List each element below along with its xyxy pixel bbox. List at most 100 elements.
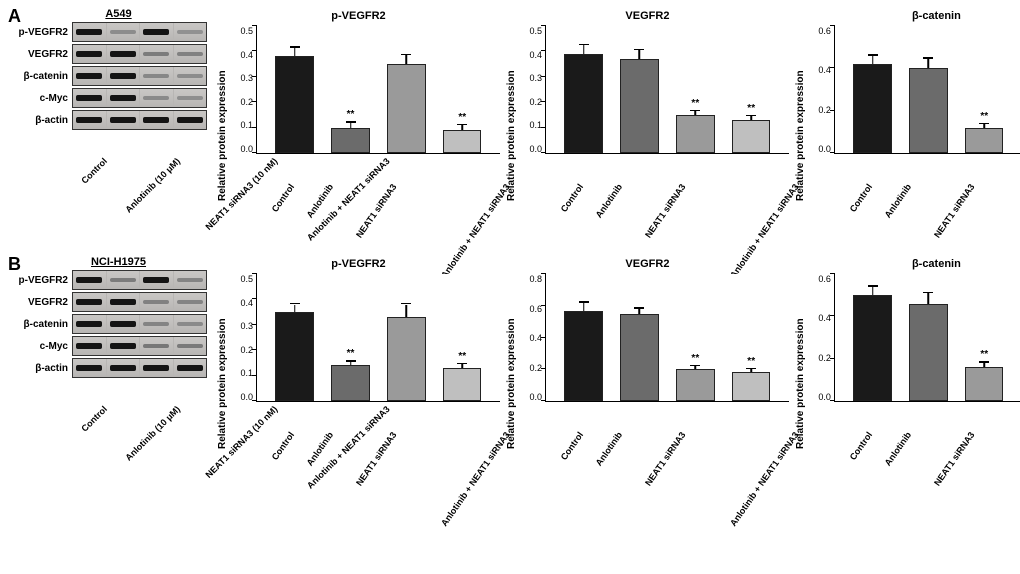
bar-wrap: **	[671, 274, 720, 401]
chart-plotcol: 0.50.40.30.20.10.0****ControlAnlotinibNE…	[520, 26, 789, 246]
ytick-label: 0.6	[809, 274, 831, 284]
blot-band	[177, 30, 203, 34]
blot-band	[76, 95, 102, 101]
bar-chart: p-VEGFR2Relative protein expression0.50.…	[217, 10, 500, 246]
error-cap	[634, 49, 644, 51]
error-cap	[457, 124, 467, 126]
chart-plotcol: 0.50.40.30.20.10.0****ControlAnlotinibNE…	[231, 26, 500, 246]
chart-plot: ** **	[256, 26, 500, 154]
bar-wrap: **	[671, 26, 720, 153]
chart-bars: ** **	[257, 26, 500, 153]
error-bar	[872, 56, 874, 64]
bar-wrap	[559, 274, 608, 401]
bar	[387, 317, 425, 401]
blot-band	[76, 117, 102, 123]
ytick-label: 0.2	[520, 363, 542, 373]
blot-band	[143, 96, 169, 100]
blot-lane	[140, 337, 173, 355]
blot-row-label: c-Myc	[12, 341, 72, 352]
blot-band	[177, 96, 203, 100]
blot-lane	[174, 271, 207, 289]
bar	[965, 128, 1003, 153]
error-bar	[872, 287, 874, 295]
blot-row: c-Myc	[12, 88, 207, 108]
blot-row: β-actin	[12, 110, 207, 130]
bar	[853, 295, 891, 401]
blot-band	[177, 278, 203, 282]
bar	[909, 68, 947, 153]
bar	[275, 312, 313, 401]
bar-wrap: **	[326, 26, 375, 153]
chart-bars: ****	[546, 274, 789, 401]
blot-band	[110, 278, 136, 282]
significance-marker: **	[747, 103, 755, 114]
blot-band	[143, 365, 169, 371]
bar-wrap: **	[727, 274, 776, 401]
chart-xlabel: NEAT1 siRNA3	[932, 430, 1020, 534]
chart-plot: ****	[256, 274, 500, 402]
blot-lane	[140, 89, 173, 107]
blot-band	[177, 344, 203, 348]
chart-xlabels: ControlAnlotinibNEAT1 siRNA3Anlotinib + …	[831, 404, 1020, 494]
blot-lane	[107, 337, 140, 355]
bar-chart: VEGFR2Relative protein expression0.50.40…	[506, 10, 789, 246]
blot-row: VEGFR2	[12, 292, 207, 312]
blot-band	[177, 300, 203, 304]
blot-lane	[107, 89, 140, 107]
blot-lanes	[72, 44, 207, 64]
chart-ylabel: Relative protein expression	[217, 274, 231, 494]
blot-band	[143, 29, 169, 35]
error-bar	[294, 48, 296, 57]
blot-lane	[140, 271, 173, 289]
chart-bars: ****	[835, 274, 1020, 401]
ytick-label: 0.1	[231, 120, 253, 130]
ytick-label: 0.2	[520, 97, 542, 107]
blot-band	[143, 344, 169, 348]
blot-rows: p-VEGFR2VEGFR2β-cateninc-Mycβ-actin	[12, 270, 207, 378]
blot-band	[143, 322, 169, 326]
error-bar	[639, 50, 641, 59]
blot-lane	[174, 89, 207, 107]
bar	[331, 365, 369, 401]
blot-band	[110, 321, 136, 327]
chart-plotwrap: 0.60.40.20.0****	[809, 274, 1020, 402]
blot-row-label: VEGFR2	[12, 49, 72, 60]
blot-lane	[73, 271, 106, 289]
blot-band	[76, 51, 102, 57]
bar	[676, 369, 714, 401]
bar-chart: VEGFR2Relative protein expression0.80.60…	[506, 258, 789, 494]
blot-band	[143, 74, 169, 78]
chart-title: VEGFR2	[506, 10, 789, 26]
error-cap	[868, 285, 878, 287]
blot-lane	[107, 23, 140, 41]
chart-xlabels: ControlAnlotinibNEAT1 siRNA3Anlotinib + …	[542, 404, 789, 494]
blot-rows: p-VEGFR2VEGFR2β-cateninc-Mycβ-actin	[12, 22, 207, 130]
blot-band	[143, 52, 169, 56]
chart-yticks: 0.50.40.30.20.10.0	[231, 26, 256, 154]
ytick-label: 0.2	[809, 353, 831, 363]
significance-marker: **	[347, 109, 355, 120]
chart-plotwrap: 0.80.60.40.20.0****	[520, 274, 789, 402]
ytick-label: 0.2	[809, 105, 831, 115]
blot-lane	[174, 111, 207, 129]
ytick-label: 0.2	[231, 345, 253, 355]
blot-lanes	[72, 270, 207, 290]
significance-marker: **	[458, 112, 466, 123]
blot-band	[143, 277, 169, 283]
blot-row-label: c-Myc	[12, 93, 72, 104]
ytick-label: 0.3	[520, 73, 542, 83]
error-bar	[583, 45, 585, 54]
chart-plotcol: 0.60.40.20.0****ControlAnlotinibNEAT1 si…	[809, 274, 1020, 494]
blot-lane	[73, 315, 106, 333]
error-cap	[579, 301, 589, 303]
blot-lane	[140, 23, 173, 41]
blot-row-label: p-VEGFR2	[12, 27, 72, 38]
blot-lane	[107, 45, 140, 63]
blot-lanes	[72, 110, 207, 130]
bar	[275, 56, 313, 153]
error-cap	[690, 110, 700, 112]
error-bar	[294, 305, 296, 313]
ytick-label: 0.4	[809, 65, 831, 75]
blot-lane	[174, 67, 207, 85]
blot-row: β-actin	[12, 358, 207, 378]
